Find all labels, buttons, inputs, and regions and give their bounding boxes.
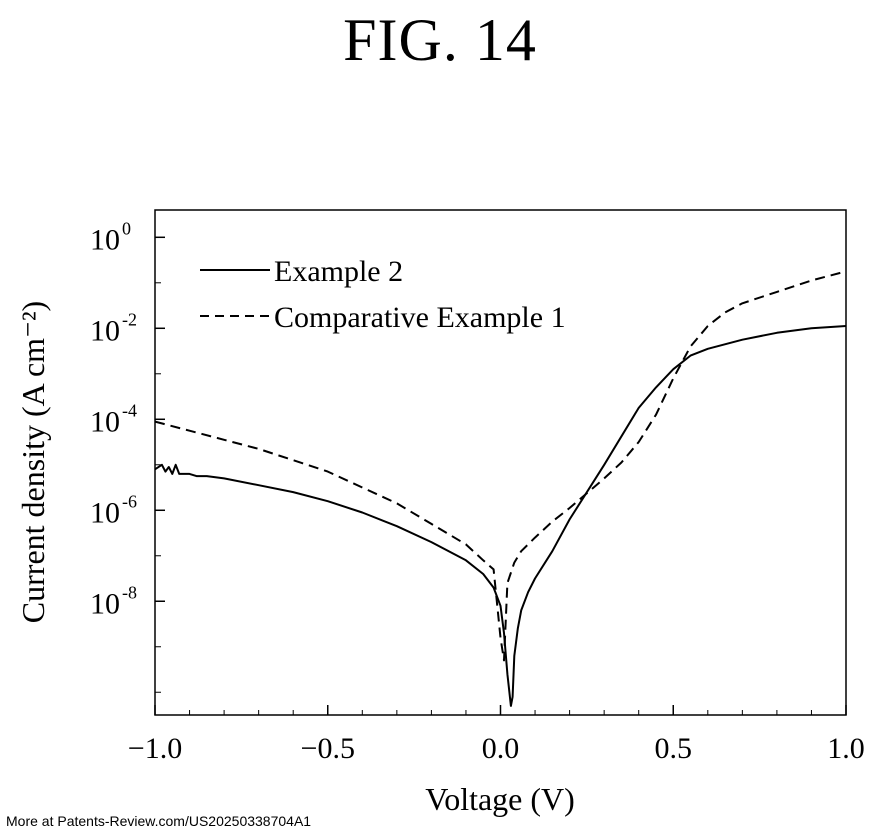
x-tick-label: −1.0 [128,732,182,765]
legend-label-example-2: Example 2 [274,255,403,288]
y-axis-label: Current density (A cm⁻²) [15,301,51,623]
legend-label-comparative-example-1: Comparative Example 1 [274,301,566,334]
legend: Example 2 Comparative Example 1 [200,255,566,334]
series-layer [154,270,847,707]
y-tick-label-exponent: -2 [122,309,137,329]
y-tick-label: 10 [90,496,120,529]
figure-title: FIG. 14 [343,7,537,73]
y-tick-label: 10 [90,405,120,438]
x-tick-label: −0.5 [301,732,355,765]
series-line-example-2 [154,325,847,707]
footer-source-link[interactable]: More at Patents-Review.com/US20250338704… [6,813,312,829]
x-tick-label: 1.0 [827,732,865,765]
y-tick-label-exponent: -6 [122,491,137,511]
x-axis-label: Voltage (V) [425,781,575,817]
x-tick-label: 0.5 [655,732,693,765]
y-tick-label-exponent: 0 [122,218,131,238]
x-axis-ticks: −1.0 −0.5 0.0 0.5 1.0 [128,705,865,765]
y-tick-label-exponent: -4 [122,400,137,420]
y-tick-label: 10 [90,223,120,256]
y-tick-label-exponent: -8 [122,582,137,602]
minor-ticks [155,282,847,715]
x-tick-label: 0.0 [482,732,520,765]
y-tick-label: 10 [90,587,120,620]
y-tick-label: 10 [90,314,120,347]
series-line-comparative-example-1 [154,270,847,662]
plot-frame [154,209,847,716]
